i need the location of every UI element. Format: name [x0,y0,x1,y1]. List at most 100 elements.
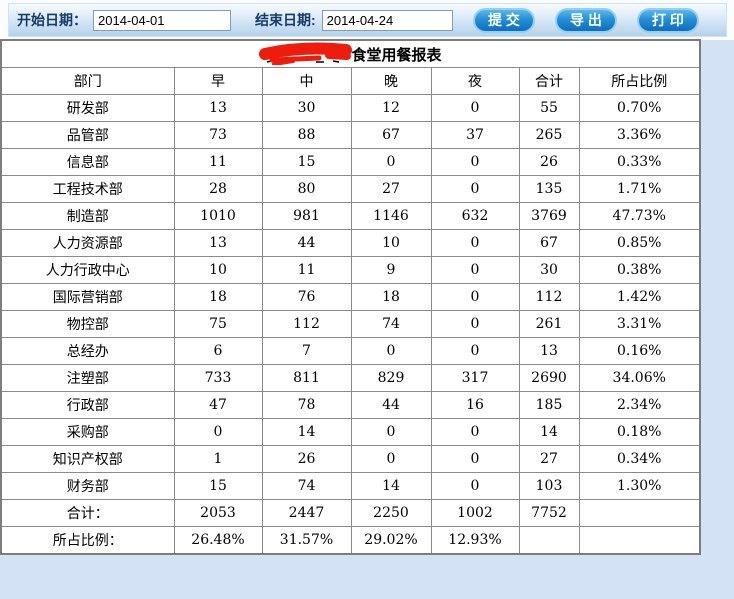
value-cell: 1010 [173,202,263,230]
value-cell: 26 [261,445,352,473]
department-cell: 信息部 [1,148,175,176]
value-cell: 2690 [518,364,580,392]
export-button[interactable]: 导 出 [555,7,617,33]
department-cell: 国际营销部 [1,283,175,311]
submit-button[interactable]: 提 交 [473,7,535,33]
value-cell: 317 [430,364,520,392]
value-cell [578,499,700,527]
value-cell: 10 [173,256,263,284]
department-cell: 总经办 [1,337,175,365]
column-header: 中 [261,67,352,95]
end-date-input[interactable] [321,9,453,31]
value-cell: 30 [518,256,580,284]
value-cell: 44 [350,391,432,419]
value-cell: 0 [173,418,263,446]
value-cell: 67 [518,229,580,257]
value-cell: 27 [518,445,580,473]
value-cell: 0 [350,337,432,365]
value-cell: 30 [261,94,352,122]
department-cell: 所占比例： [1,526,175,554]
value-cell: 103 [518,472,580,500]
value-cell: 75 [173,310,263,338]
column-header: 所占比例 [578,67,700,95]
department-cell: 品管部 [1,121,175,149]
value-cell: 27 [350,175,432,203]
value-cell: 18 [173,283,263,311]
column-header: 早 [173,67,263,95]
value-cell: 13 [173,94,263,122]
department-cell: 工程技术部 [1,175,175,203]
value-cell: 31.57% [261,526,352,554]
header-row: 部门早中晚夜合计 所占比例 [1,67,700,95]
value-cell: 12.93% [430,526,520,554]
table-row: 品管部 73 88 67 37 265 3.36% [1,121,700,149]
value-cell: 1.71% [578,175,700,203]
value-cell: 632 [430,202,520,230]
value-cell: 0.85% [578,229,700,257]
value-cell: 733 [173,364,263,392]
value-cell: 981 [261,202,352,230]
value-cell: 67 [350,121,432,149]
value-cell: 0 [430,94,520,122]
value-cell: 811 [261,364,352,392]
value-cell: 80 [261,175,352,203]
value-cell: 2.34% [578,391,700,419]
table-row: 信息部 11 15 0 0 26 0.33% [1,148,700,176]
table-row: 物控部 75 112 74 0 261 3.31% [1,310,700,338]
table-row: 总经办 6 7 0 0 13 0.16% [1,337,700,365]
value-cell: 6 [173,337,263,365]
value-cell: 0 [430,418,520,446]
value-cell: 0 [430,229,520,257]
department-cell: 知识产权部 [1,445,175,473]
department-cell: 制造部 [1,202,175,230]
value-cell: 13 [173,229,263,257]
table-header: 部门早中晚夜合计 所占比例 [1,67,700,95]
value-cell: 1.30% [578,472,700,500]
table-row: 财务部 15 74 14 0 103 1.30% [1,472,700,500]
value-cell: 0 [350,445,432,473]
value-cell: 0.70% [578,94,700,122]
value-cell: 18 [350,283,432,311]
table-row: 人力行政中心 10 11 9 0 30 0.38% [1,256,700,284]
value-cell: 11 [173,148,263,176]
table-row: 制造部 1010 981 1146 632 3769 47.73% [1,202,700,230]
department-cell: 采购部 [1,418,175,446]
value-cell: 76 [261,283,352,311]
value-cell: 0 [430,175,520,203]
value-cell: 7 [261,337,352,365]
value-cell: 0.33% [578,148,700,176]
table-row: 行政部 47 78 44 16 185 2.34% [1,391,700,419]
value-cell: 28 [173,175,263,203]
value-cell: 14 [261,418,352,446]
table-row: 工程技术部 28 80 27 0 135 1.71% [1,175,700,203]
query-toolbar: 开始日期： 结束日期: 提 交 导 出 打 印 [8,3,727,37]
value-cell: 0.38% [578,256,700,284]
value-cell: 0 [350,418,432,446]
value-cell: 112 [518,283,580,311]
toolbar-buttons: 提 交 导 出 打 印 [473,7,699,33]
column-header: 部门 [1,67,175,95]
department-cell: 合计： [1,499,175,527]
department-cell: 注塑部 [1,364,175,392]
department-cell: 人力资源部 [1,229,175,257]
value-cell: 3769 [518,202,580,230]
table-row: 知识产权部 1 26 0 0 27 0.34% [1,445,700,473]
table-row: 所占比例： 26.48% 31.57% 29.02% 12.93% [1,526,700,554]
value-cell: 47.73% [578,202,700,230]
print-button[interactable]: 打 印 [637,7,699,33]
meal-report-table: 部门早中晚夜合计 所占比例 研发部 13 30 12 0 55 0.70% 品管部 73 88 67 3… [1,67,700,554]
value-cell: 185 [518,391,580,419]
value-cell: 15 [261,148,352,176]
value-cell: 11 [261,256,352,284]
table-row: 国际营销部 18 76 18 0 112 1.42% [1,283,700,311]
value-cell: 2447 [261,499,352,527]
value-cell: 265 [518,121,580,149]
value-cell: 12 [350,94,432,122]
table-row: 采购部 0 14 0 0 14 0.18% [1,418,700,446]
value-cell: 37 [430,121,520,149]
value-cell: 73 [173,121,263,149]
start-date-input[interactable] [93,9,231,31]
value-cell: 112 [261,310,352,338]
value-cell: 0 [430,256,520,284]
table-row: 研发部 13 30 12 0 55 0.70% [1,94,700,122]
